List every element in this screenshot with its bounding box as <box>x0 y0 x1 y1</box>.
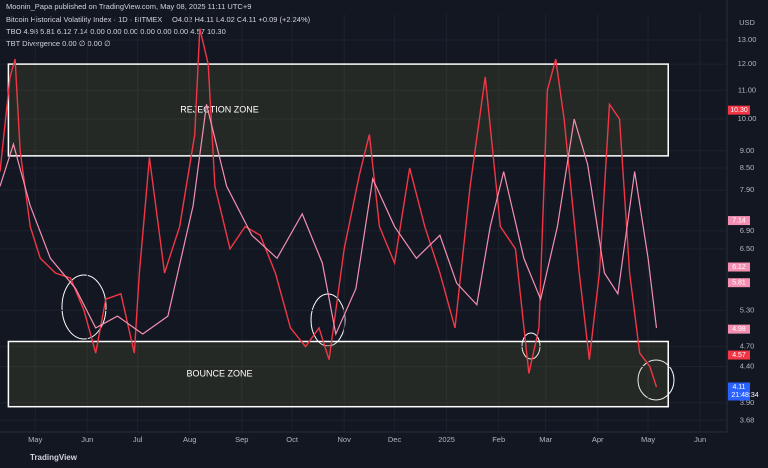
y-tick-label: 12.00 <box>738 59 757 68</box>
x-tick-label: Oct <box>286 435 299 444</box>
price-tag-label: 4.98 <box>732 326 746 333</box>
x-tick-label: Jun <box>81 435 93 444</box>
y-tick-label: 3.90 <box>740 398 755 407</box>
y-tick-label: 5.30 <box>740 305 755 314</box>
x-tick-label: Sep <box>235 435 248 444</box>
y-tick-label: 9.00 <box>740 146 755 155</box>
y-tick-label: 7.90 <box>740 185 755 194</box>
price-tag <box>728 324 750 334</box>
x-tick-label: Jul <box>133 435 143 444</box>
y-tick-label: 8.50 <box>740 163 755 172</box>
y-tick-label: 4.40 <box>740 361 755 370</box>
x-tick-label: Dec <box>388 435 402 444</box>
price-tag-label: 10.30 <box>730 107 748 114</box>
price-tag-label: 4.11 <box>732 384 745 391</box>
plot: 3.68 3.90 4.40 4.70 5.30 6.50 6.90 7.90 8.50 9.00… <box>0 14 756 444</box>
tbo-legend: TBO 4.98 5.81 6.12 7.14 0.00 0.00 0.00 0… <box>6 27 226 36</box>
series-line <box>0 104 658 337</box>
x-tick-label: Jun <box>694 435 706 444</box>
y-tick-label: 6.90 <box>740 226 755 235</box>
annotation-circle <box>61 274 107 340</box>
publisher: Moonin_Papa published on TradingView.com… <box>6 2 251 11</box>
price-tag <box>728 216 750 226</box>
y-tick-label: 4.70 <box>740 342 755 351</box>
x-tick-label: Aug <box>183 435 196 444</box>
series-line <box>0 28 658 388</box>
zone <box>7 63 669 157</box>
price-tag-label: 7.14 <box>732 217 746 224</box>
price-tag <box>728 105 750 115</box>
y-tick-label: 11.00 <box>738 85 756 94</box>
price-tag-label: 6.12 <box>732 264 746 271</box>
y-tick-label: 10.00 <box>738 114 757 123</box>
y-tick-label: 6.50 <box>740 244 755 253</box>
y-tick-label: 13.00 <box>738 35 757 44</box>
zone-label: BOUNCE ZONE <box>187 368 253 378</box>
x-tick-label: Mar <box>539 435 552 444</box>
countdown: 21:48:34 <box>731 392 758 399</box>
x-tick-label: May <box>641 435 655 444</box>
x-tick-label: Feb <box>492 435 505 444</box>
price-tag <box>728 350 750 360</box>
x-tick-label: Apr <box>592 435 604 444</box>
footer-logo: TradingView <box>30 453 78 462</box>
x-tick-label: Nov <box>338 435 352 444</box>
zone-label: REJECTION ZONE <box>180 104 259 114</box>
tbt-legend: TBT Divergence 0.00 ∅ 0.00 ∅ <box>6 39 111 48</box>
price-tag <box>728 262 750 272</box>
price-tag-label: 4.57 <box>732 352 746 359</box>
annotation-circle <box>521 332 541 360</box>
currency: USD <box>739 18 755 27</box>
price-tag-label: 5.81 <box>732 280 746 287</box>
x-tick-label: 2025 <box>438 435 455 444</box>
x-tick-label: May <box>28 435 42 444</box>
price-tag <box>728 382 750 401</box>
zone <box>7 340 669 408</box>
y-tick-label: 3.68 <box>740 415 755 424</box>
annotation-circle <box>637 359 675 401</box>
symbol: Bitcoin Historical Volatility Index · 1D… <box>6 15 162 24</box>
price-tag <box>728 278 750 288</box>
